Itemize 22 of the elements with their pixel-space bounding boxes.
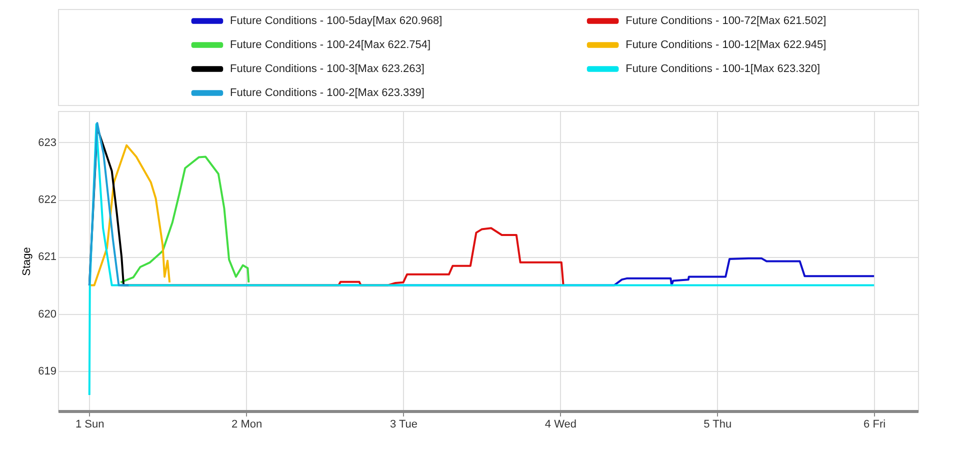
x-tick-label: 1 Sun: [76, 418, 104, 430]
line-series: [88, 144, 171, 286]
y-tick-label: 619: [38, 366, 56, 378]
legend-label: Future Conditions - 100-12[Max 622.945]: [626, 39, 826, 51]
legend-label: Future Conditions - 100-24[Max 622.754]: [230, 39, 431, 51]
x-tick-label: 5 Thu: [704, 418, 732, 430]
y-axis-title: Stage: [21, 247, 34, 276]
legend-label: Future Conditions - 100-3[Max 623.263]: [230, 63, 424, 75]
legend-label: Future Conditions - 100-2[Max 623.339]: [230, 87, 424, 99]
y-tick-label: 622: [38, 194, 56, 206]
x-tick-label: 4 Wed: [544, 418, 576, 430]
legend-label: Future Conditions - 100-5day[Max 620.968]: [230, 15, 442, 27]
x-tick-label: 3 Tue: [390, 418, 418, 430]
legend-label: Future Conditions - 100-1[Max 623.320]: [626, 63, 820, 75]
x-tick-label: 6 Fri: [864, 418, 886, 430]
y-tick-label: 620: [38, 308, 56, 320]
y-tick-label: 621: [38, 251, 56, 264]
x-tick-label: 2 Mon: [232, 418, 262, 430]
line-series: [88, 123, 876, 396]
line-series: [120, 156, 250, 284]
y-tick-label: 623: [38, 136, 56, 149]
legend-label: Future Conditions - 100-72[Max 621.502]: [626, 15, 826, 27]
